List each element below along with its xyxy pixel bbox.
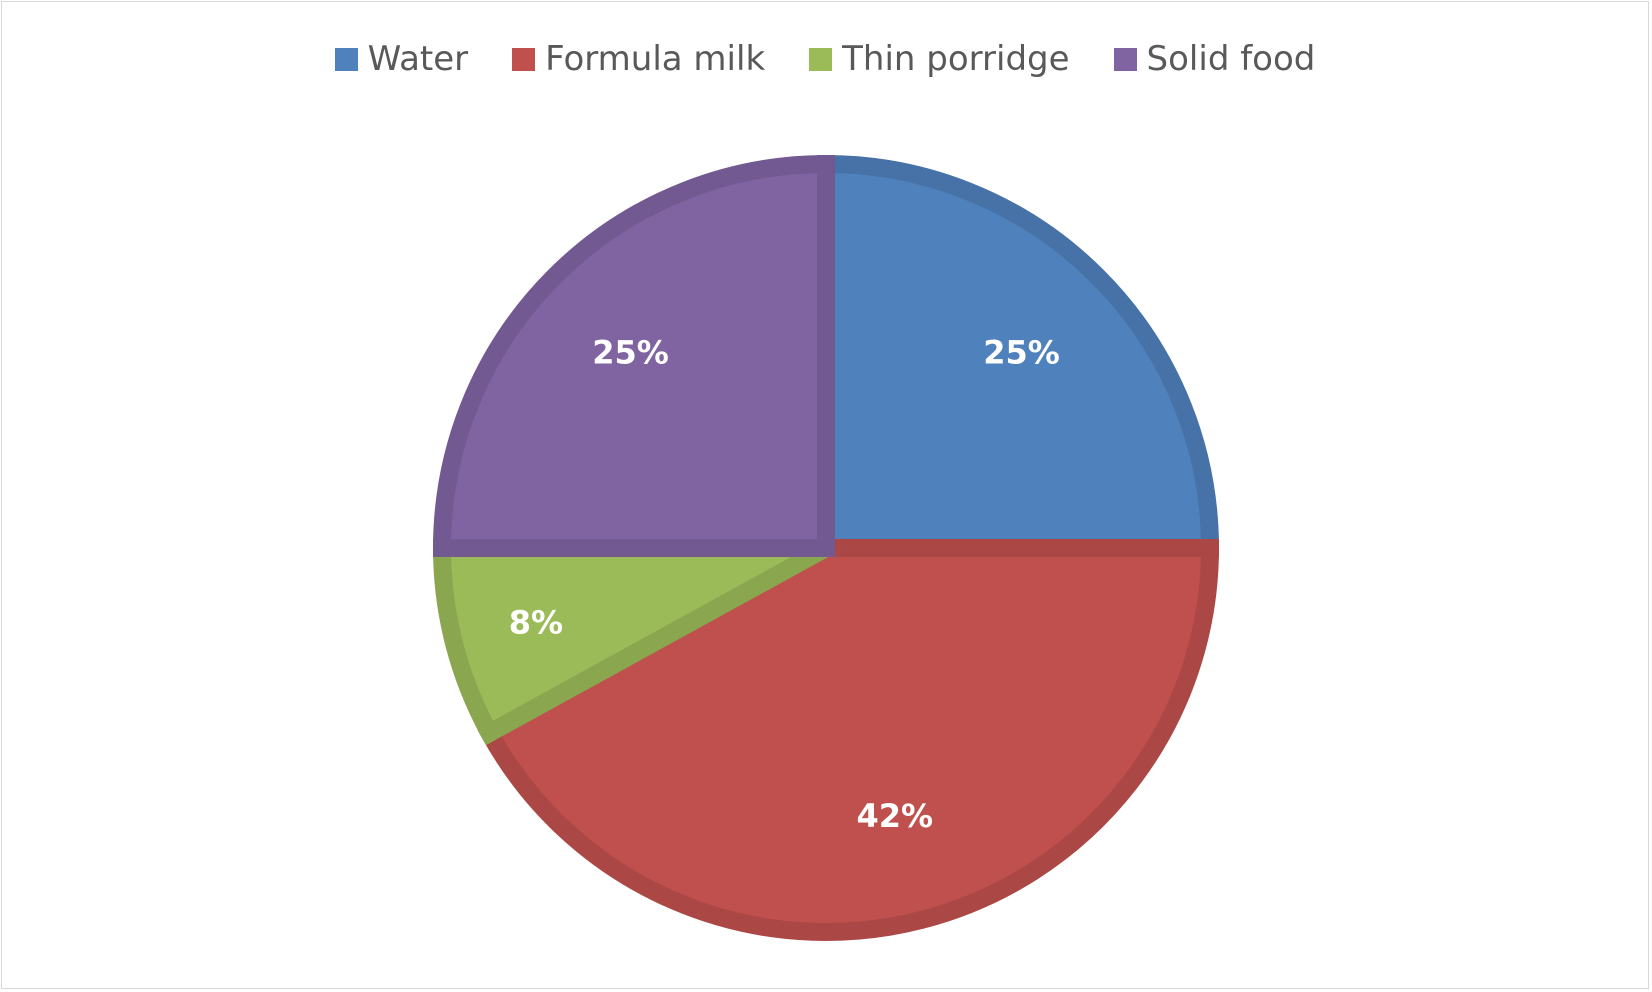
pie-slice-solid-food [432,154,835,557]
data-label-water: 25% [983,333,1060,371]
legend: Water Formula milk Thin porridge Solid f… [2,42,1648,76]
legend-item-formula-milk: Formula milk [512,42,765,76]
legend-label-solid-food: Solid food [1146,39,1316,79]
legend-label-water: Water [367,39,469,79]
legend-swatch-water [334,47,358,71]
data-label-solid-food: 25% [592,333,669,371]
legend-label-thin-porridge: Thin porridge [842,39,1070,79]
data-label-thin-porridge: 8% [509,603,563,641]
legend-item-thin-porridge: Thin porridge [809,39,1070,79]
pie-slices [432,154,1220,941]
pie-data-labels: 25% 42% 8% 25% [509,333,1060,834]
legend-swatch-thin-porridge [809,47,833,71]
pie-slice-thin-porridge [432,539,831,746]
legend-item-solid-food: Solid food [1113,39,1316,79]
legend-swatch-formula-milk [512,47,536,71]
legend-label-formula-milk: Formula milk [545,39,766,79]
legend-swatch-solid-food [1113,47,1137,71]
pie-slice-water [817,154,1220,557]
legend-item-water: Water [334,39,469,79]
data-label-formula-milk: 42% [856,797,933,835]
